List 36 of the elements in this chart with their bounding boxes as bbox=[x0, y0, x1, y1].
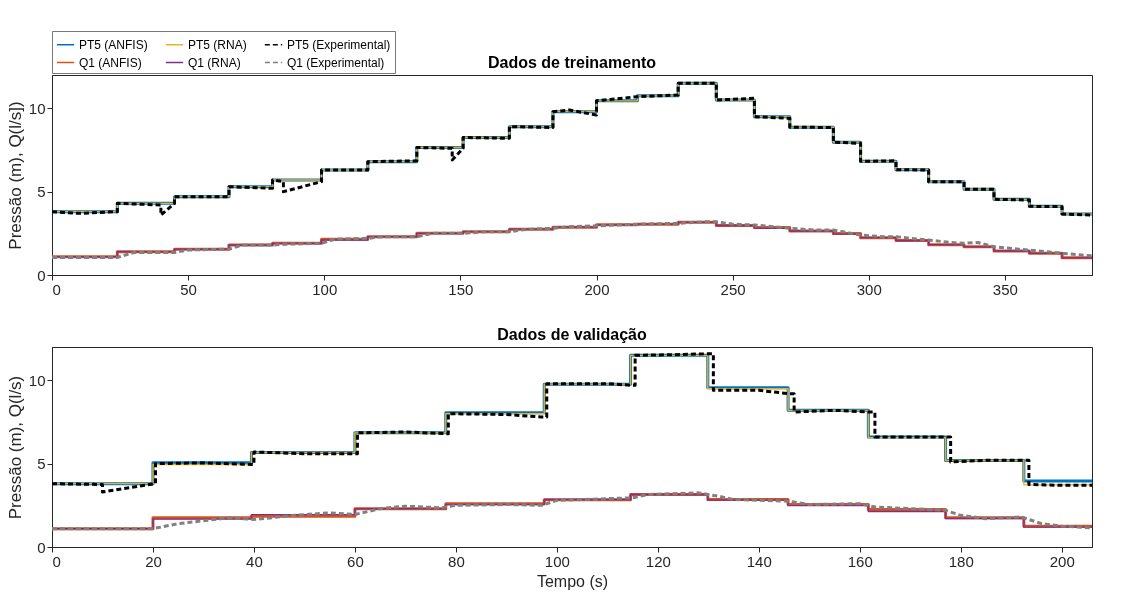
x-tick-label: 350 bbox=[992, 280, 1018, 298]
legend-label: PT5 (ANFIS) bbox=[79, 37, 148, 52]
y-tick-label: 10 bbox=[28, 371, 46, 389]
x-tick-label: 0 bbox=[52, 280, 61, 298]
x-tick-label: 20 bbox=[145, 552, 162, 570]
legend-label: Q1 (RNA) bbox=[188, 55, 241, 70]
x-tick-label: 0 bbox=[52, 552, 61, 570]
x-axis-title: Tempo (s) bbox=[536, 572, 609, 590]
x-tick-label: 60 bbox=[347, 552, 364, 570]
y-axis-title: Pressão (m), Q(l/s) bbox=[5, 375, 25, 520]
x-tick-label: 40 bbox=[246, 552, 263, 570]
x-tick-label: 120 bbox=[645, 552, 671, 570]
x-tick-label: 250 bbox=[720, 280, 746, 298]
chart-title: Dados de validação bbox=[497, 326, 647, 343]
legend-label: PT5 (Experimental) bbox=[287, 37, 391, 52]
x-tick-label: 150 bbox=[448, 280, 474, 298]
y-tick-label: 5 bbox=[37, 455, 46, 473]
x-tick-label: 80 bbox=[448, 552, 465, 570]
x-tick-label: 100 bbox=[544, 552, 570, 570]
x-tick-label: 300 bbox=[856, 280, 882, 298]
legend-label: Q1 (ANFIS) bbox=[79, 55, 142, 70]
y-tick-label: 5 bbox=[37, 183, 46, 201]
x-tick-label: 160 bbox=[847, 552, 873, 570]
x-tick-label: 180 bbox=[948, 552, 974, 570]
x-tick-label: 140 bbox=[746, 552, 772, 570]
x-tick-label: 200 bbox=[584, 280, 610, 298]
x-tick-label: 100 bbox=[312, 280, 338, 298]
y-axis-title: Pressão (m), Q(l/s]) bbox=[5, 101, 25, 250]
legend-label: Q1 (Experimental) bbox=[287, 55, 385, 70]
y-tick-label: 0 bbox=[37, 538, 46, 556]
x-tick-label: 50 bbox=[180, 280, 197, 298]
y-tick-label: 10 bbox=[28, 99, 46, 117]
y-tick-label: 0 bbox=[37, 266, 46, 284]
chart-title: Dados de treinamento bbox=[487, 54, 657, 71]
x-tick-label: 200 bbox=[1049, 552, 1075, 570]
legend-label: PT5 (RNA) bbox=[188, 37, 247, 52]
